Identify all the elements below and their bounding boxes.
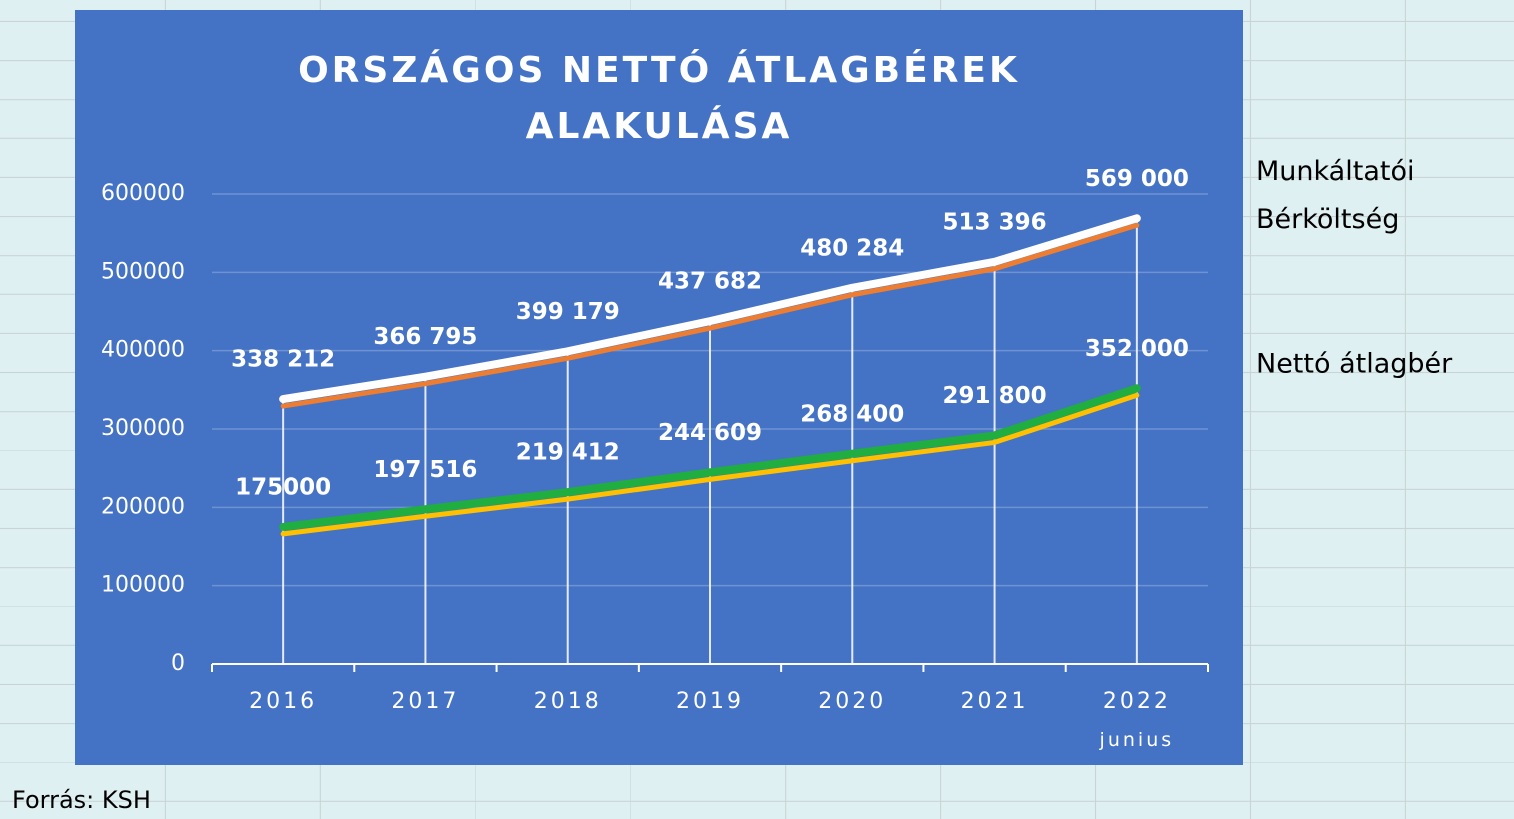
line-shadow [280,392,1140,537]
data-label: 244 609 [658,420,762,446]
x-tick-label: 2019 [676,689,744,714]
x-tick-label: 2022 junius [1099,689,1175,751]
source: Forrás: KSH [12,786,151,814]
data-label: 366 795 [373,324,477,350]
data-label: 480 284 [800,235,904,261]
data-label: 399 179 [516,299,620,325]
line [279,214,1141,404]
data-label: 197 516 [373,457,477,483]
y-tick-label: 500000 [101,259,185,284]
y-tick-label: 300000 [101,416,185,441]
data-label: 268 400 [800,401,904,427]
x-tick-label: 2017 [391,689,459,714]
chart-area [75,10,1243,765]
x-tick-label: 2016 [249,689,317,714]
chart-title: ORSZÁGOS NETTÓ ÁTLAGBÉREK ALAKULÁSA [298,49,1020,147]
data-label: 219 412 [516,440,620,466]
y-tick-label: 400000 [101,338,185,363]
y-tick-label: 100000 [101,573,185,598]
data-label: 569 000 [1085,166,1189,192]
data-label: 338 212 [231,347,335,373]
data-label: 352 000 [1085,336,1189,362]
legend-label: Munkáltatói Bérköltség [1256,156,1414,235]
x-tick-label: 2020 [818,689,886,714]
y-tick-label: 0 [171,651,185,676]
x-tick-label: 2021 [961,689,1029,714]
legend-label: Nettó átlagbér [1256,349,1453,380]
data-label: 291 800 [943,383,1047,409]
y-tick-label: 600000 [101,181,185,206]
data-label: 437 682 [658,269,762,295]
y-tick-label: 200000 [101,494,185,519]
line-shadow [280,222,1140,409]
x-tick-label: 2018 [534,689,602,714]
line [279,384,1141,531]
data-label: 513 396 [943,209,1047,235]
data-label: 175000 [235,474,331,500]
